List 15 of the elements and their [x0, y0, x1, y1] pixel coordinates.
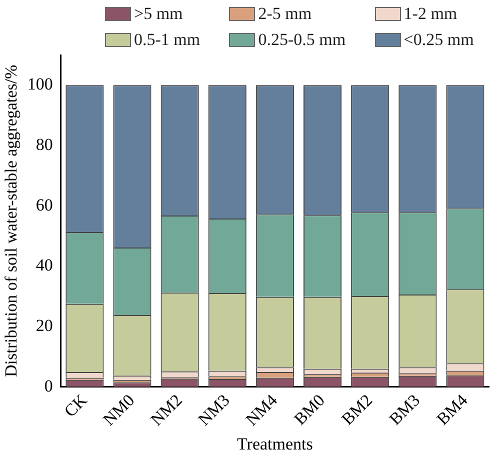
legend-label: 0.25-0.5 mm	[258, 30, 346, 50]
legend-label: 2-5 mm	[258, 4, 312, 24]
y-tick-label: 0	[44, 376, 53, 396]
legend-label: >5 mm	[134, 4, 183, 24]
x-axis-title: Treatments	[237, 434, 313, 454]
y-tick-label: 20	[36, 316, 53, 335]
text: <0.25 mm	[404, 30, 474, 50]
y-tick-label: 80	[36, 134, 53, 154]
legend-label: 0.5-1 mm	[134, 30, 200, 50]
x-tick-label: CK	[60, 390, 92, 421]
y-tick-label: 40	[36, 256, 53, 275]
legend-label: 1-2 mm	[404, 4, 458, 24]
y-tick-label: 100	[27, 74, 53, 94]
y-tick-label: 60	[36, 195, 53, 214]
y-axis-title: Distribution of soil water-stable aggregates/%	[2, 64, 21, 377]
